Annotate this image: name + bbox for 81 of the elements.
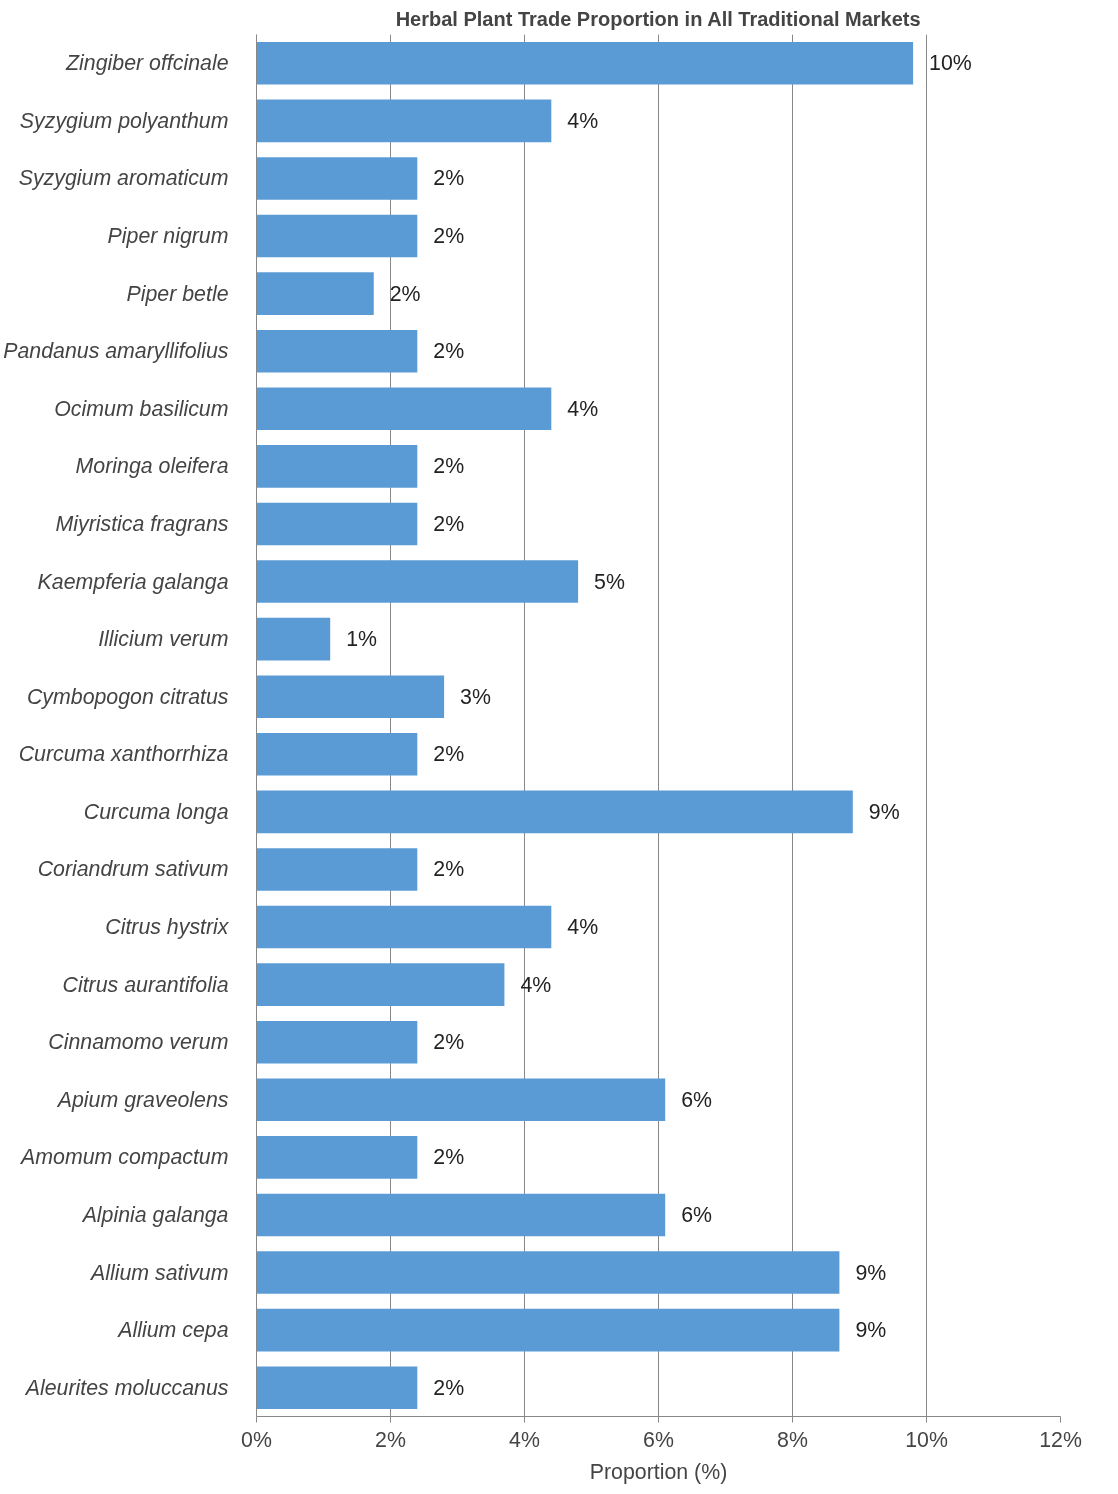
data-label: 2% [433, 1145, 465, 1170]
data-label: 9% [855, 1318, 887, 1343]
y-tick-label: Miyristica fragrans [55, 511, 229, 536]
y-tick-label: Citrus aurantifolia [62, 972, 229, 997]
x-tick-label: 8% [777, 1427, 808, 1452]
y-tick-label: Alpinia galanga [80, 1202, 229, 1227]
data-label: 2% [433, 339, 465, 364]
bar [256, 1193, 666, 1237]
data-label: 9% [868, 799, 900, 824]
data-label: 4% [520, 972, 552, 997]
y-tick-label: Pandanus amaryllifolius [3, 339, 229, 364]
bar [256, 1136, 418, 1179]
y-tick-label: Amomum compactum [19, 1145, 229, 1170]
data-label: 2% [433, 1030, 465, 1055]
data-label: 1% [346, 627, 378, 652]
y-tick-label: Curcuma longa [83, 799, 229, 824]
y-tick-label: Piper nigrum [107, 224, 229, 249]
data-label: 10% [929, 51, 972, 76]
bar [256, 617, 331, 661]
data-label: 2% [433, 511, 465, 536]
data-label: 2% [433, 166, 465, 191]
y-tick-label: Cymbopogon citratus [26, 684, 229, 709]
data-label: 2% [433, 857, 465, 882]
bar [256, 732, 418, 776]
bar [256, 214, 418, 258]
y-tick-label: Coriandrum sativum [37, 857, 229, 882]
x-tick-label: 10% [905, 1427, 948, 1452]
data-label: 4% [567, 915, 599, 940]
bar [256, 445, 418, 488]
data-label: 2% [433, 224, 465, 249]
data-label: 5% [594, 569, 625, 594]
data-label: 2% [433, 1375, 465, 1400]
bar [256, 1251, 840, 1294]
x-axis-title: Proportion (%) [589, 1459, 728, 1484]
bar [256, 1078, 666, 1122]
bar [256, 99, 552, 143]
bar [256, 905, 552, 949]
bar [256, 675, 445, 719]
data-label: 4% [567, 108, 599, 133]
bar [256, 1308, 840, 1352]
data-label: 3% [460, 684, 491, 709]
bar [256, 387, 552, 431]
y-tick-label: Kaempferia galanga [37, 569, 229, 594]
x-tick-label: 6% [643, 1427, 674, 1452]
bar [256, 1020, 418, 1064]
y-tick-label: Syzygium aromaticum [18, 166, 229, 191]
x-tick-label: 4% [509, 1427, 540, 1452]
x-tick-label: 0% [241, 1427, 272, 1452]
data-label: 2% [389, 281, 421, 306]
bar [256, 157, 418, 200]
chart-title: Herbal Plant Trade Proportion in All Traditional Markets [395, 7, 921, 30]
y-tick-label: Aleurites moluccanus [23, 1375, 229, 1400]
data-label: 6% [681, 1202, 713, 1227]
y-tick-label: Allium cepa [116, 1318, 229, 1343]
y-tick-label: Apium graveolens [55, 1087, 229, 1112]
data-label: 2% [433, 742, 465, 767]
y-tick-label: Zingiber offcinale [65, 51, 229, 76]
y-tick-label: Moringa oleifera [75, 454, 229, 479]
y-tick-label: Illicium verum [98, 627, 229, 652]
bar [256, 848, 418, 891]
data-label: 6% [681, 1087, 713, 1112]
y-tick-label: Allium sativum [89, 1260, 229, 1285]
y-tick-label: Syzygium polyanthum [19, 108, 229, 133]
bar [256, 502, 418, 546]
data-label: 9% [855, 1260, 887, 1285]
y-tick-label: Curcuma xanthorrhiza [18, 742, 229, 767]
x-tick-label: 2% [375, 1427, 406, 1452]
bar [256, 963, 505, 1006]
bar [256, 272, 374, 315]
x-tick-label: 12% [1039, 1427, 1082, 1452]
data-label: 2% [433, 454, 465, 479]
bar [256, 41, 914, 85]
bar [256, 560, 579, 603]
y-tick-label: Cinnamomo verum [48, 1030, 229, 1055]
data-label: 4% [567, 396, 599, 421]
y-tick-label: Citrus hystrix [105, 915, 230, 940]
y-tick-label: Ocimum basilicum [54, 396, 229, 421]
bar [256, 790, 853, 834]
bar [256, 1366, 418, 1410]
y-tick-label: Piper betle [126, 281, 229, 306]
bar [256, 329, 418, 373]
